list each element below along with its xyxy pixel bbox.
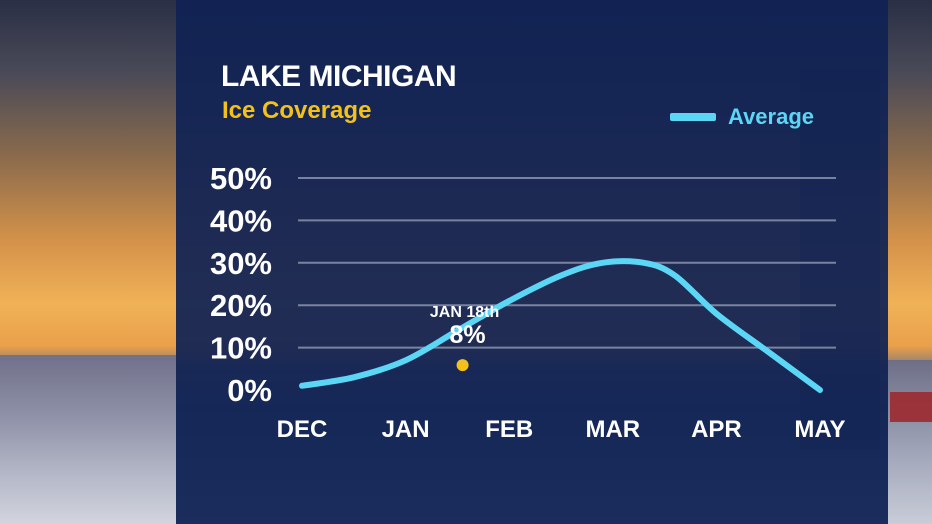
y-tick-label: 40%: [210, 203, 272, 238]
x-tick-label: DEC: [277, 416, 328, 443]
x-tick-label: MAR: [585, 416, 640, 443]
y-tick-label: 10%: [210, 331, 272, 366]
legend-swatch-average: [670, 113, 716, 121]
y-tick-label: 30%: [210, 246, 272, 281]
chart-title: LAKE MICHIGAN: [221, 60, 457, 93]
y-tick-label: 20%: [210, 288, 272, 323]
x-tick-label: APR: [691, 416, 742, 443]
series-line-average: [299, 258, 823, 393]
y-tick-label: 0%: [227, 373, 272, 408]
x-tick-label: FEB: [485, 416, 533, 443]
x-tick-label: JAN: [382, 416, 430, 443]
legend-label-average: Average: [728, 104, 815, 129]
chart-subtitle: Ice Coverage: [222, 97, 372, 124]
annotation-date-label: JAN 18th: [430, 304, 499, 321]
y-tick-label: 50%: [210, 161, 272, 196]
lake-ice-background-right: [888, 360, 932, 524]
annotation-point: [456, 359, 469, 372]
annotation-value-label: 8%: [450, 321, 486, 349]
pier-railing: [890, 392, 932, 422]
lake-ice-background: [0, 355, 176, 524]
x-tick-label: MAY: [794, 416, 845, 443]
chart-legend: Average: [670, 104, 814, 130]
